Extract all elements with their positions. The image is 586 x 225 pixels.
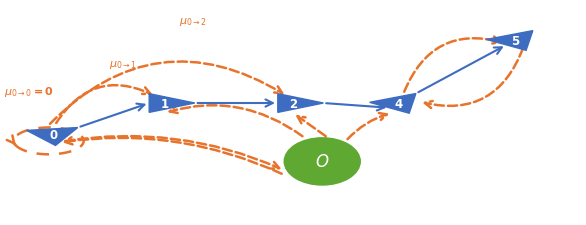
Text: 1: 1 [161,97,168,110]
Text: $\boldsymbol{\mu_{0\rightarrow 0} = 0}$: $\boldsymbol{\mu_{0\rightarrow 0} = 0}$ [4,84,53,98]
Polygon shape [370,94,416,114]
Polygon shape [278,94,323,113]
Polygon shape [26,128,78,146]
Text: $O$: $O$ [315,153,329,171]
Polygon shape [486,32,533,51]
Text: $\boldsymbol{\mu_{0\rightarrow 2}}$: $\boldsymbol{\mu_{0\rightarrow 2}}$ [179,16,207,28]
Ellipse shape [284,138,360,185]
Polygon shape [149,94,195,113]
Text: 2: 2 [289,97,297,110]
Text: $\boldsymbol{\mu_{0\rightarrow 1}}$: $\boldsymbol{\mu_{0\rightarrow 1}}$ [109,58,137,70]
Text: 0: 0 [49,128,57,141]
Text: 5: 5 [511,34,519,47]
Text: 4: 4 [394,97,403,110]
